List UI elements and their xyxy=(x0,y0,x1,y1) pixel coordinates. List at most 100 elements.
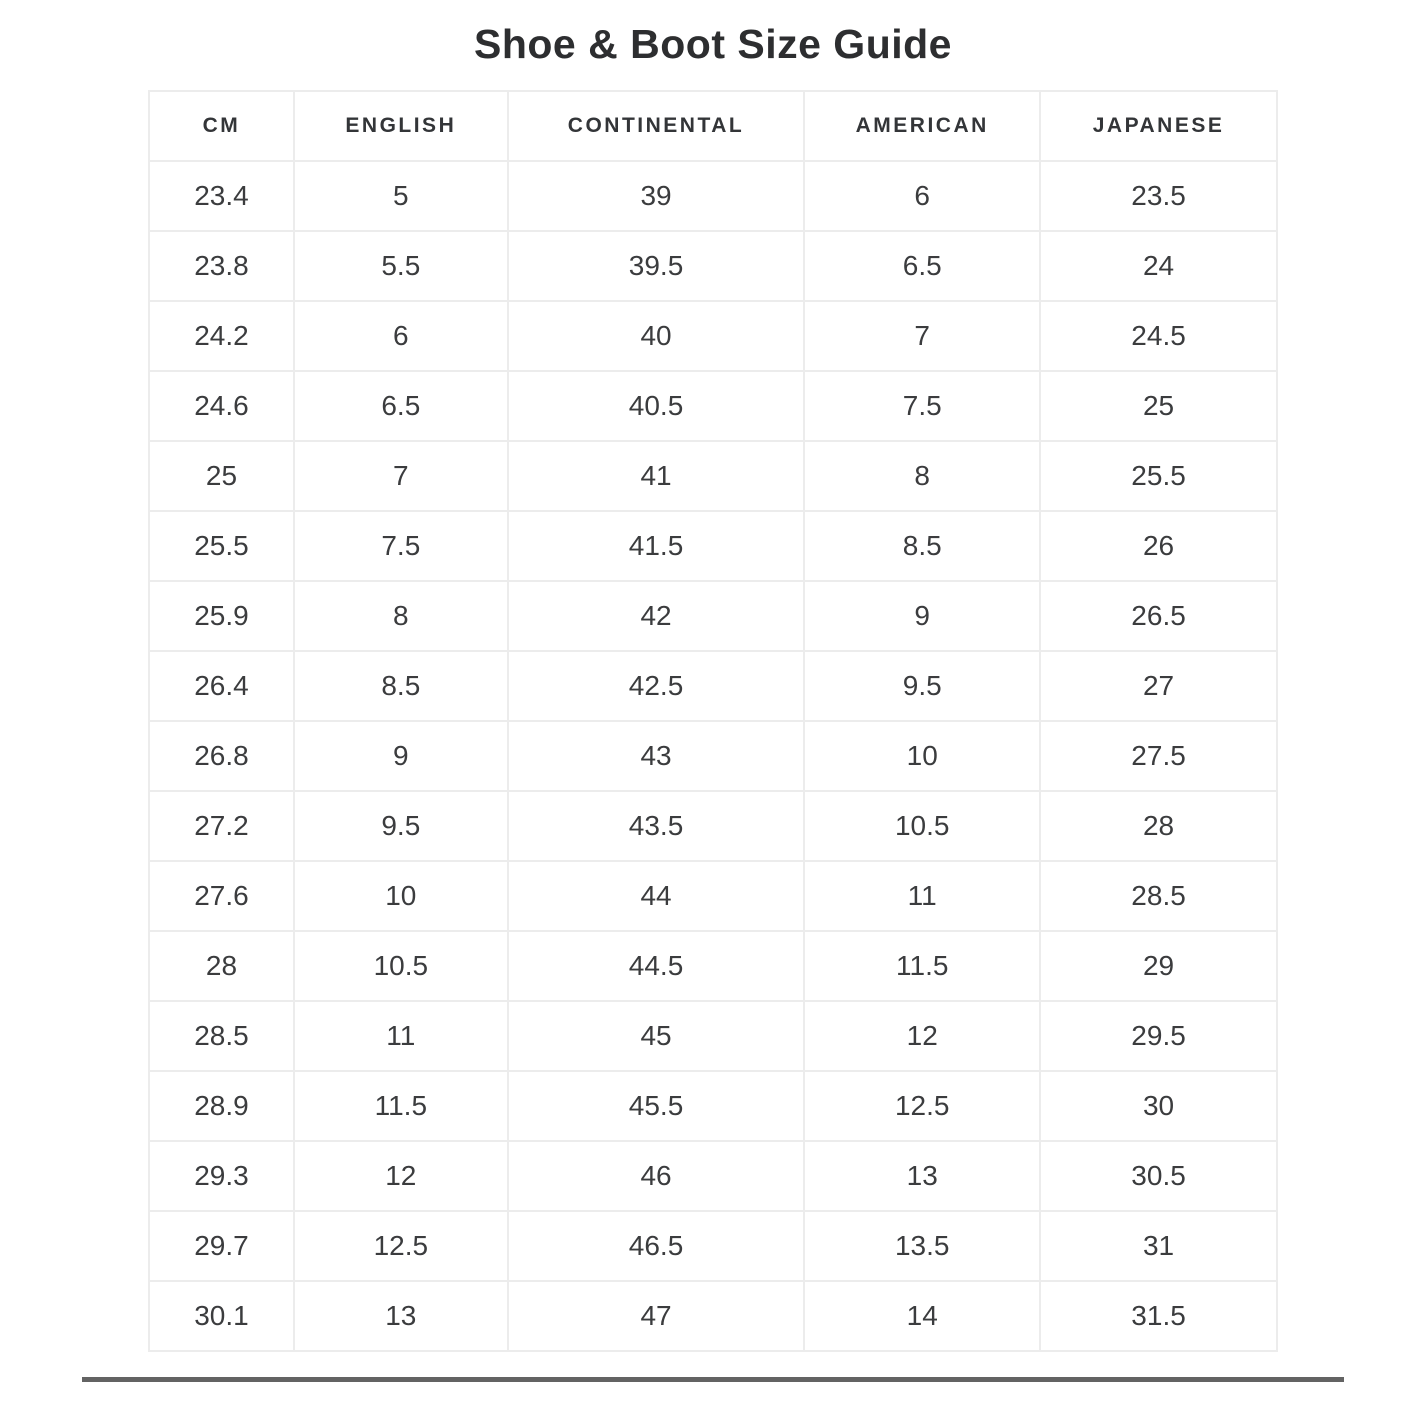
size-cell: 27.6 xyxy=(148,860,295,932)
size-cell: 39 xyxy=(506,160,806,232)
size-cell: 26.8 xyxy=(148,720,295,792)
size-cell: 14 xyxy=(803,1280,1042,1352)
column-header-continental: CONTINENTAL xyxy=(506,90,806,162)
size-cell: 8.5 xyxy=(803,510,1042,582)
size-cell: 31 xyxy=(1039,1210,1278,1282)
size-cell: 27.5 xyxy=(1039,720,1278,792)
size-cell: 8 xyxy=(803,440,1042,512)
size-cell: 28.5 xyxy=(1039,860,1278,932)
size-cell: 24 xyxy=(1039,230,1278,302)
column-header-english: ENGLISH xyxy=(292,90,509,162)
size-cell: 30.1 xyxy=(148,1280,295,1352)
size-cell: 25.9 xyxy=(148,580,295,652)
table-row: 28 10.5 44.5 11.5 29 xyxy=(148,930,1278,1002)
table-row: 24.2 6 40 7 24.5 xyxy=(148,300,1278,372)
size-cell: 12.5 xyxy=(803,1070,1042,1142)
size-cell: 25 xyxy=(1039,370,1278,442)
size-cell: 12.5 xyxy=(292,1210,509,1282)
table-row: 25.5 7.5 41.5 8.5 26 xyxy=(148,510,1278,582)
size-cell: 39.5 xyxy=(506,230,806,302)
size-cell: 7 xyxy=(292,440,509,512)
size-cell: 9.5 xyxy=(292,790,509,862)
table-row: 24.6 6.5 40.5 7.5 25 xyxy=(148,370,1278,442)
size-cell: 25.5 xyxy=(1039,440,1278,512)
size-cell: 42 xyxy=(506,580,806,652)
size-cell: 25.5 xyxy=(148,510,295,582)
size-cell: 11.5 xyxy=(292,1070,509,1142)
size-cell: 24.6 xyxy=(148,370,295,442)
size-cell: 23.5 xyxy=(1039,160,1278,232)
size-cell: 26.5 xyxy=(1039,580,1278,652)
size-cell: 6.5 xyxy=(292,370,509,442)
size-guide-table: CM ENGLISH CONTINENTAL AMERICAN JAPANESE… xyxy=(148,90,1278,1352)
size-cell: 42.5 xyxy=(506,650,806,722)
size-cell: 30 xyxy=(1039,1070,1278,1142)
size-cell: 12 xyxy=(803,1000,1042,1072)
size-cell: 28 xyxy=(1039,790,1278,862)
size-cell: 13 xyxy=(292,1280,509,1352)
table-row: 23.4 5 39 6 23.5 xyxy=(148,160,1278,232)
size-cell: 29.7 xyxy=(148,1210,295,1282)
column-header-cm: CM xyxy=(148,90,295,162)
size-cell: 6 xyxy=(803,160,1042,232)
size-cell: 11 xyxy=(292,1000,509,1072)
size-cell: 24.5 xyxy=(1039,300,1278,372)
table-row: 29.3 12 46 13 30.5 xyxy=(148,1140,1278,1212)
table-row: 28.5 11 45 12 29.5 xyxy=(148,1000,1278,1072)
size-cell: 11.5 xyxy=(803,930,1042,1002)
size-cell: 45 xyxy=(506,1000,806,1072)
size-cell: 12 xyxy=(292,1140,509,1212)
size-cell: 46.5 xyxy=(506,1210,806,1282)
size-cell: 8 xyxy=(292,580,509,652)
size-cell: 41.5 xyxy=(506,510,806,582)
size-cell: 43.5 xyxy=(506,790,806,862)
size-cell: 40.5 xyxy=(506,370,806,442)
size-cell: 23.8 xyxy=(148,230,295,302)
size-cell: 9 xyxy=(803,580,1042,652)
column-header-japanese: JAPANESE xyxy=(1039,90,1278,162)
size-cell: 29 xyxy=(1039,930,1278,1002)
size-cell: 7.5 xyxy=(803,370,1042,442)
table-row: 29.7 12.5 46.5 13.5 31 xyxy=(148,1210,1278,1282)
size-cell: 26 xyxy=(1039,510,1278,582)
size-cell: 44 xyxy=(506,860,806,932)
horizontal-scrollbar[interactable] xyxy=(82,1377,1344,1382)
page-title: Shoe & Boot Size Guide xyxy=(474,21,952,67)
size-cell: 40 xyxy=(506,300,806,372)
size-cell: 8.5 xyxy=(292,650,509,722)
table-row: 25 7 41 8 25.5 xyxy=(148,440,1278,512)
table-row: 27.2 9.5 43.5 10.5 28 xyxy=(148,790,1278,862)
table-row: 23.8 5.5 39.5 6.5 24 xyxy=(148,230,1278,302)
size-cell: 5 xyxy=(292,160,509,232)
table-row: 30.1 13 47 14 31.5 xyxy=(148,1280,1278,1352)
size-cell: 23.4 xyxy=(148,160,295,232)
table-row: 26.4 8.5 42.5 9.5 27 xyxy=(148,650,1278,722)
size-cell: 44.5 xyxy=(506,930,806,1002)
size-table-scroll-container[interactable]: CM ENGLISH CONTINENTAL AMERICAN JAPANESE… xyxy=(82,90,1344,1382)
size-cell: 45.5 xyxy=(506,1070,806,1142)
size-cell: 46 xyxy=(506,1140,806,1212)
size-cell: 9 xyxy=(292,720,509,792)
size-cell: 27.2 xyxy=(148,790,295,862)
size-cell: 10 xyxy=(803,720,1042,792)
size-cell: 13.5 xyxy=(803,1210,1042,1282)
table-row: 26.8 9 43 10 27.5 xyxy=(148,720,1278,792)
table-row: 25.9 8 42 9 26.5 xyxy=(148,580,1278,652)
size-cell: 29.3 xyxy=(148,1140,295,1212)
size-cell: 10 xyxy=(292,860,509,932)
size-cell: 5.5 xyxy=(292,230,509,302)
size-cell: 25 xyxy=(148,440,295,512)
size-cell: 28 xyxy=(148,930,295,1002)
size-cell: 6.5 xyxy=(803,230,1042,302)
size-cell: 26.4 xyxy=(148,650,295,722)
size-cell: 10.5 xyxy=(803,790,1042,862)
size-cell: 6 xyxy=(292,300,509,372)
size-cell: 10.5 xyxy=(292,930,509,1002)
size-cell: 47 xyxy=(506,1280,806,1352)
size-cell: 43 xyxy=(506,720,806,792)
size-cell: 9.5 xyxy=(803,650,1042,722)
size-cell: 11 xyxy=(803,860,1042,932)
table-header-row: CM ENGLISH CONTINENTAL AMERICAN JAPANESE xyxy=(148,90,1278,162)
size-cell: 31.5 xyxy=(1039,1280,1278,1352)
table-row: 28.9 11.5 45.5 12.5 30 xyxy=(148,1070,1278,1142)
